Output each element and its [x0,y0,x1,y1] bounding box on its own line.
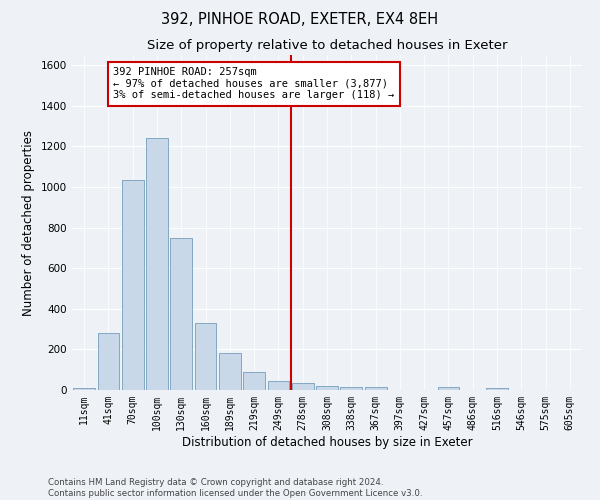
Text: Contains HM Land Registry data © Crown copyright and database right 2024.
Contai: Contains HM Land Registry data © Crown c… [48,478,422,498]
Bar [73,388,95,390]
Text: 392 PINHOE ROAD: 257sqm
← 97% of detached houses are smaller (3,877)
3% of semi-: 392 PINHOE ROAD: 257sqm ← 97% of detache… [113,67,395,100]
Bar [292,383,314,390]
Bar [194,323,217,390]
Bar [316,386,338,390]
Bar [486,388,508,390]
Bar [365,387,386,390]
Text: 392, PINHOE ROAD, EXETER, EX4 8EH: 392, PINHOE ROAD, EXETER, EX4 8EH [161,12,439,28]
Y-axis label: Number of detached properties: Number of detached properties [22,130,35,316]
Bar [170,238,192,390]
Bar [97,333,119,390]
X-axis label: Distribution of detached houses by size in Exeter: Distribution of detached houses by size … [182,436,472,448]
Bar [437,387,460,390]
Bar [146,138,168,390]
Title: Size of property relative to detached houses in Exeter: Size of property relative to detached ho… [147,40,507,52]
Bar [340,387,362,390]
Bar [268,381,289,390]
Bar [122,180,143,390]
Bar [243,372,265,390]
Bar [219,354,241,390]
